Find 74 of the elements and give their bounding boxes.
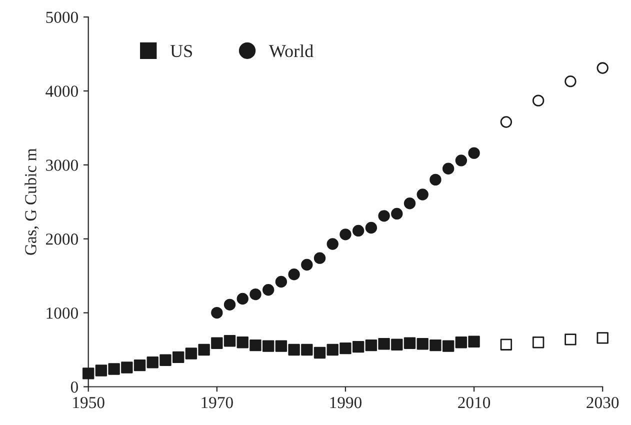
point: [468, 336, 480, 348]
point: [236, 292, 248, 305]
point: [430, 174, 442, 186]
point: [172, 351, 184, 364]
point: [275, 276, 288, 288]
point: [378, 210, 390, 222]
point: [442, 162, 454, 174]
point: [391, 208, 403, 220]
point: [416, 338, 428, 350]
x-tick-label: 2030: [586, 396, 619, 408]
point: [262, 284, 274, 296]
y-tick-label: 5000: [46, 12, 78, 23]
point: [596, 62, 608, 74]
point: [288, 268, 300, 280]
point: [121, 362, 133, 374]
point: [314, 252, 326, 264]
point: [564, 334, 576, 346]
point: [288, 344, 300, 356]
point: [250, 288, 262, 300]
y-tick-label: 4000: [46, 86, 78, 97]
legend-label: World: [268, 44, 314, 58]
x-tick-label: 2010: [458, 396, 490, 408]
point: [404, 337, 416, 349]
point: [416, 188, 428, 200]
point: [326, 238, 338, 250]
x-tick-label: 1990: [330, 396, 362, 408]
point: [500, 338, 512, 350]
y-tick-label: 2000: [46, 234, 78, 245]
point: [224, 335, 236, 347]
point: [326, 344, 338, 356]
point: [224, 298, 236, 311]
point: [108, 363, 120, 375]
point: [365, 339, 378, 352]
point: [211, 337, 223, 349]
point: [82, 368, 94, 380]
legend-label: US: [170, 45, 192, 58]
point: [185, 348, 198, 360]
point: [211, 306, 223, 319]
x-tick-label: 1950: [73, 396, 104, 408]
point: [340, 342, 352, 354]
point: [236, 336, 248, 348]
point: [468, 147, 480, 159]
point: [275, 340, 288, 352]
point: [160, 354, 172, 366]
point: [352, 224, 364, 237]
point: [532, 94, 544, 106]
point: [250, 339, 262, 352]
point: [146, 356, 158, 368]
point: [404, 198, 416, 210]
point: [430, 339, 442, 352]
y-axis-title: Gas, G Cubic m: [24, 148, 39, 255]
y-tick-label: 1000: [46, 308, 78, 319]
point: [262, 340, 274, 352]
point: [134, 359, 146, 372]
y-tick-label: 3000: [46, 160, 78, 171]
point: [378, 338, 390, 350]
point: [340, 228, 352, 240]
point: [596, 332, 608, 344]
point: [95, 364, 108, 376]
point: [564, 75, 576, 88]
point: [352, 340, 364, 353]
x-tick-label: 1970: [202, 396, 233, 408]
point: [532, 336, 544, 348]
point: [301, 258, 313, 271]
point: [442, 340, 454, 352]
point: [198, 344, 210, 356]
point: [455, 336, 468, 348]
point: [314, 346, 326, 359]
point: [365, 222, 378, 234]
point: [301, 344, 313, 356]
y-tick-label: 0: [70, 381, 78, 393]
point: [455, 154, 468, 166]
point: [500, 116, 512, 128]
point: [391, 338, 403, 350]
